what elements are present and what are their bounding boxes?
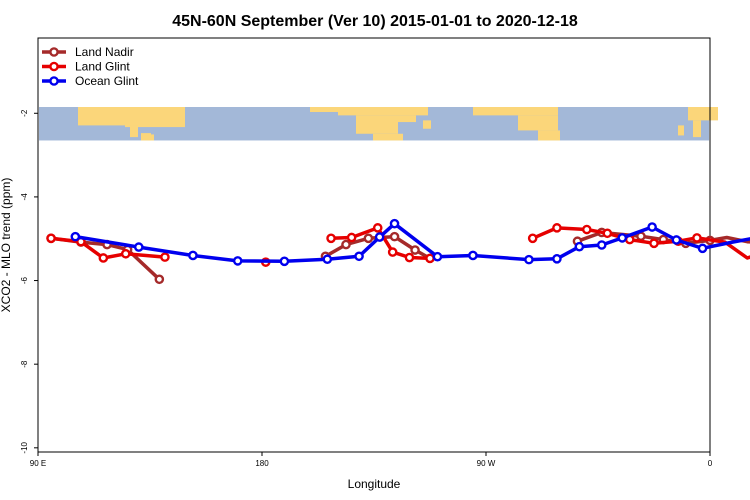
data-point	[697, 243, 708, 254]
data-point	[602, 228, 613, 239]
map-land-patch	[398, 115, 416, 123]
map-land-patch	[148, 134, 154, 141]
legend-item: Land Nadir	[42, 45, 134, 59]
data-point	[432, 251, 443, 262]
x-tick-label: 90 W	[477, 459, 496, 468]
data-point	[582, 224, 592, 235]
map-land-patch	[310, 107, 338, 113]
data-point	[524, 254, 534, 265]
data-point	[425, 253, 435, 264]
data-point	[363, 233, 374, 244]
map-land-patch	[423, 120, 431, 129]
map-land-patch	[141, 133, 151, 141]
data-point	[387, 247, 398, 257]
x-tick-label: 90 E	[30, 459, 46, 468]
y-tick-label: -2	[20, 109, 29, 117]
data-point	[232, 256, 243, 266]
chart-title: 45N-60N September (Ver 10) 2015-01-01 to…	[172, 13, 578, 30]
data-point	[70, 231, 81, 242]
data-point	[354, 251, 364, 262]
data-point	[160, 252, 170, 262]
map-land-patch	[356, 115, 398, 134]
legend-marker	[49, 47, 59, 57]
data-point	[410, 245, 420, 255]
series-layer	[46, 218, 750, 285]
series-line	[75, 221, 750, 264]
legend-item: Land Glint	[42, 60, 130, 74]
data-point	[649, 238, 659, 249]
data-point	[98, 253, 109, 263]
data-point	[322, 254, 333, 265]
y-axis-label: XCO2 - MLO trend (ppm)	[0, 178, 13, 313]
x-axis: 90 E 180 90 W 0	[30, 452, 713, 468]
data-point	[346, 232, 357, 243]
y-tick-label: -4	[20, 193, 29, 201]
map-land-patch	[78, 107, 125, 126]
legend-label: Land Nadir	[75, 45, 134, 59]
map-land-patch	[693, 120, 701, 138]
data-point	[341, 239, 351, 250]
data-point	[552, 253, 562, 264]
data-point	[133, 242, 144, 252]
legend-marker	[49, 76, 59, 86]
data-point	[647, 222, 657, 232]
data-point	[574, 241, 585, 252]
map-land-patch	[688, 107, 718, 121]
legend-label: Ocean Glint	[75, 74, 139, 88]
map-land-patch	[678, 125, 684, 136]
series-ocean-glint	[70, 218, 750, 267]
data-point	[188, 250, 198, 261]
y-tick-label: -6	[20, 276, 29, 284]
y-axis: -2 -4 -6 -8 -10	[20, 109, 38, 454]
data-point	[389, 218, 400, 229]
data-point	[527, 233, 538, 244]
legend-marker	[49, 61, 59, 72]
data-point	[692, 233, 702, 243]
y-tick-label: -8	[20, 360, 29, 368]
data-point	[279, 256, 290, 267]
legend-label: Land Glint	[75, 60, 130, 74]
x-tick-label: 0	[708, 459, 713, 468]
map-land-patch	[518, 115, 558, 131]
map-land-patch	[338, 107, 428, 116]
data-point	[389, 231, 400, 242]
data-point	[596, 240, 607, 250]
legend-item: Ocean Glint	[42, 74, 139, 88]
map-land-patch	[538, 130, 560, 141]
data-point	[46, 233, 56, 244]
data-point	[154, 274, 165, 285]
map-land-patch	[130, 125, 138, 138]
data-point	[374, 232, 385, 242]
data-point	[617, 233, 628, 243]
data-point	[326, 233, 336, 244]
map-land-patch	[373, 133, 403, 141]
data-point	[372, 223, 383, 233]
y-tick-label: -10	[20, 441, 29, 453]
map-land-patch	[125, 107, 185, 128]
data-point	[120, 248, 131, 259]
data-point	[468, 250, 478, 261]
data-point	[404, 252, 415, 263]
x-tick-label: 180	[255, 459, 269, 468]
map-land-patch	[473, 107, 558, 116]
data-point	[671, 235, 682, 245]
map-band	[39, 107, 718, 141]
x-axis-label: Longitude	[348, 477, 401, 491]
data-point	[552, 223, 562, 233]
